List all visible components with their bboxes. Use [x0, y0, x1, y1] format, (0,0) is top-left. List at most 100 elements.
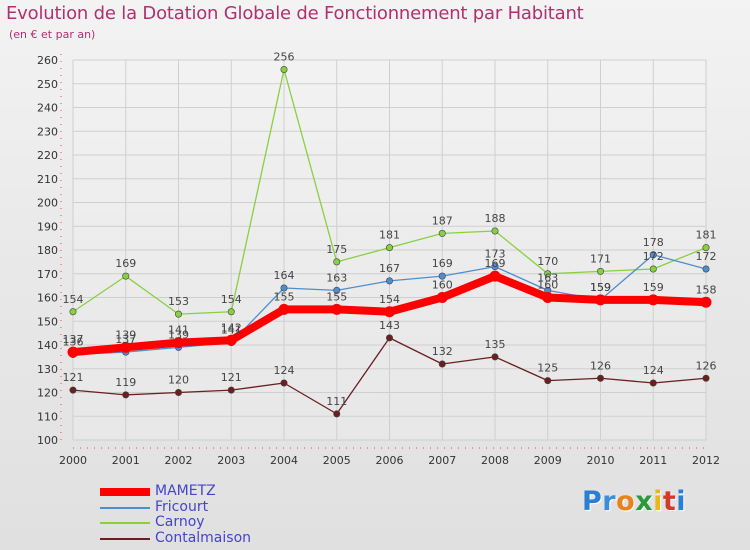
x-tick-label: 2005 — [323, 454, 351, 467]
data-point-fricourt — [491, 263, 499, 271]
data-point-mametz — [595, 294, 606, 306]
data-point-mametz — [647, 294, 659, 306]
y-tick-label: 220 — [37, 149, 58, 162]
legend-label-fricourt: Fricourt — [155, 498, 209, 515]
legend-label-mametz: MAMETZ — [155, 483, 216, 499]
data-label-fricourt: 172 — [696, 250, 717, 263]
legend-swatch-fricourt — [100, 506, 150, 509]
data-point-mametz — [67, 346, 79, 358]
data-label-mametz: 158 — [696, 283, 717, 296]
chart-subtitle: (en € et par an) — [9, 28, 96, 41]
data-label-fricourt: 178 — [643, 236, 664, 249]
legend-swatch-contalmaison — [100, 537, 150, 540]
legend: MAMETZ Fricourt Carnoy Contalmaison — [100, 484, 320, 546]
y-tick-label: 110 — [37, 410, 58, 423]
data-point-mametz — [489, 270, 501, 282]
data-point-contalmaison — [122, 391, 130, 399]
data-label-mametz: 141 — [168, 324, 189, 337]
logo-letter: t — [662, 486, 677, 517]
y-tick-label: 260 — [37, 54, 58, 67]
x-tick-label: 2007 — [428, 454, 456, 467]
data-point-contalmaison — [280, 379, 288, 387]
data-point-carnoy — [649, 265, 657, 273]
data-point-contalmaison — [544, 377, 552, 385]
data-label-fricourt: 136 — [63, 336, 84, 349]
data-label-mametz: 155 — [326, 290, 347, 303]
axes: 100 110 120 130 140 150 160 170 180 190 200 210 220 2… — [37, 54, 720, 467]
data-label-fricourt: 163 — [326, 271, 347, 284]
data-point-contalmaison — [649, 379, 657, 387]
data-point-contalmaison — [702, 374, 710, 382]
data-label-carnoy: 154 — [63, 293, 84, 306]
data-label-contalmaison: 111 — [326, 395, 347, 408]
data-label-mametz: 137 — [63, 333, 84, 346]
data-labels: 121 119 120 121 124 111 143 132 135 125 126 124 126 1… — [63, 51, 717, 408]
data-label-carnoy: 181 — [379, 229, 400, 242]
data-label-contalmaison: 120 — [168, 374, 189, 387]
data-point-fricourt — [385, 277, 393, 285]
data-point-mametz — [278, 303, 290, 315]
data-label-contalmaison: 126 — [696, 359, 717, 372]
logo-letter: i — [653, 486, 663, 517]
data-label-mametz: 160 — [432, 279, 453, 292]
data-point-contalmaison — [385, 334, 393, 342]
legend-swatch-mametz — [100, 488, 150, 496]
data-point-carnoy — [544, 270, 552, 278]
data-label-contalmaison: 124 — [643, 364, 664, 377]
logo-letter: P — [582, 486, 603, 517]
data-label-carnoy: 175 — [326, 243, 347, 256]
x-tick-label: 2008 — [481, 454, 509, 467]
data-label-contalmaison: 126 — [590, 359, 611, 372]
data-label-carnoy: 181 — [696, 229, 717, 242]
data-point-contalmaison — [333, 410, 341, 418]
data-label-contalmaison: 119 — [115, 376, 136, 389]
y-tick-label: 160 — [37, 292, 58, 305]
data-point-mametz — [120, 341, 132, 353]
data-label-mametz: 169 — [485, 257, 506, 270]
data-label-carnoy: 256 — [274, 51, 295, 64]
x-tick-label: 2010 — [587, 454, 615, 467]
x-tick-label: 2000 — [59, 454, 87, 467]
data-point-fricourt — [438, 272, 446, 280]
legend-item-contalmaison: Contalmaison — [100, 530, 320, 547]
logo-letter: i — [676, 486, 687, 517]
data-point-contalmaison — [596, 374, 604, 382]
x-tick-label: 2009 — [534, 454, 562, 467]
legend-item-carnoy: Carnoy — [100, 515, 320, 531]
data-point-carnoy — [227, 308, 235, 316]
data-point-fricourt — [702, 265, 710, 273]
data-label-mametz: 160 — [537, 279, 558, 292]
data-point-fricourt — [333, 286, 341, 294]
data-point-carnoy — [122, 272, 130, 280]
data-label-contalmaison: 135 — [485, 338, 506, 351]
y-tick-label: 190 — [37, 220, 58, 233]
data-label-carnoy: 172 — [643, 250, 664, 263]
data-point-contalmaison — [175, 388, 183, 396]
data-label-contalmaison: 143 — [379, 319, 400, 332]
x-tick-label: 2003 — [217, 454, 245, 467]
data-label-mametz: 155 — [274, 290, 295, 303]
y-tick-label: 150 — [37, 315, 58, 328]
data-label-mametz: 139 — [115, 328, 136, 341]
x-tick-label: 2012 — [692, 454, 720, 467]
y-tick-label: 170 — [37, 268, 58, 281]
data-point-carnoy — [333, 258, 341, 266]
legend-label-carnoy: Carnoy — [155, 514, 205, 530]
logo-letter: o — [616, 486, 636, 517]
data-label-fricourt: 163 — [537, 271, 558, 284]
data-label-fricourt: 159 — [590, 281, 611, 294]
data-label-mametz: 142 — [221, 321, 242, 334]
data-label-carnoy: 171 — [590, 252, 611, 265]
data-point-carnoy — [702, 244, 710, 252]
data-label-fricourt: 167 — [379, 262, 400, 275]
y-tick-label: 100 — [37, 434, 58, 447]
y-tick-label: 120 — [37, 387, 58, 400]
y-tick-label: 230 — [37, 125, 58, 138]
legend-item-fricourt: Fricourt — [100, 498, 320, 516]
data-label-contalmaison: 124 — [274, 364, 295, 377]
y-tick-label: 240 — [37, 102, 58, 115]
data-point-carnoy — [385, 244, 393, 252]
data-label-fricourt: 141 — [221, 324, 242, 337]
